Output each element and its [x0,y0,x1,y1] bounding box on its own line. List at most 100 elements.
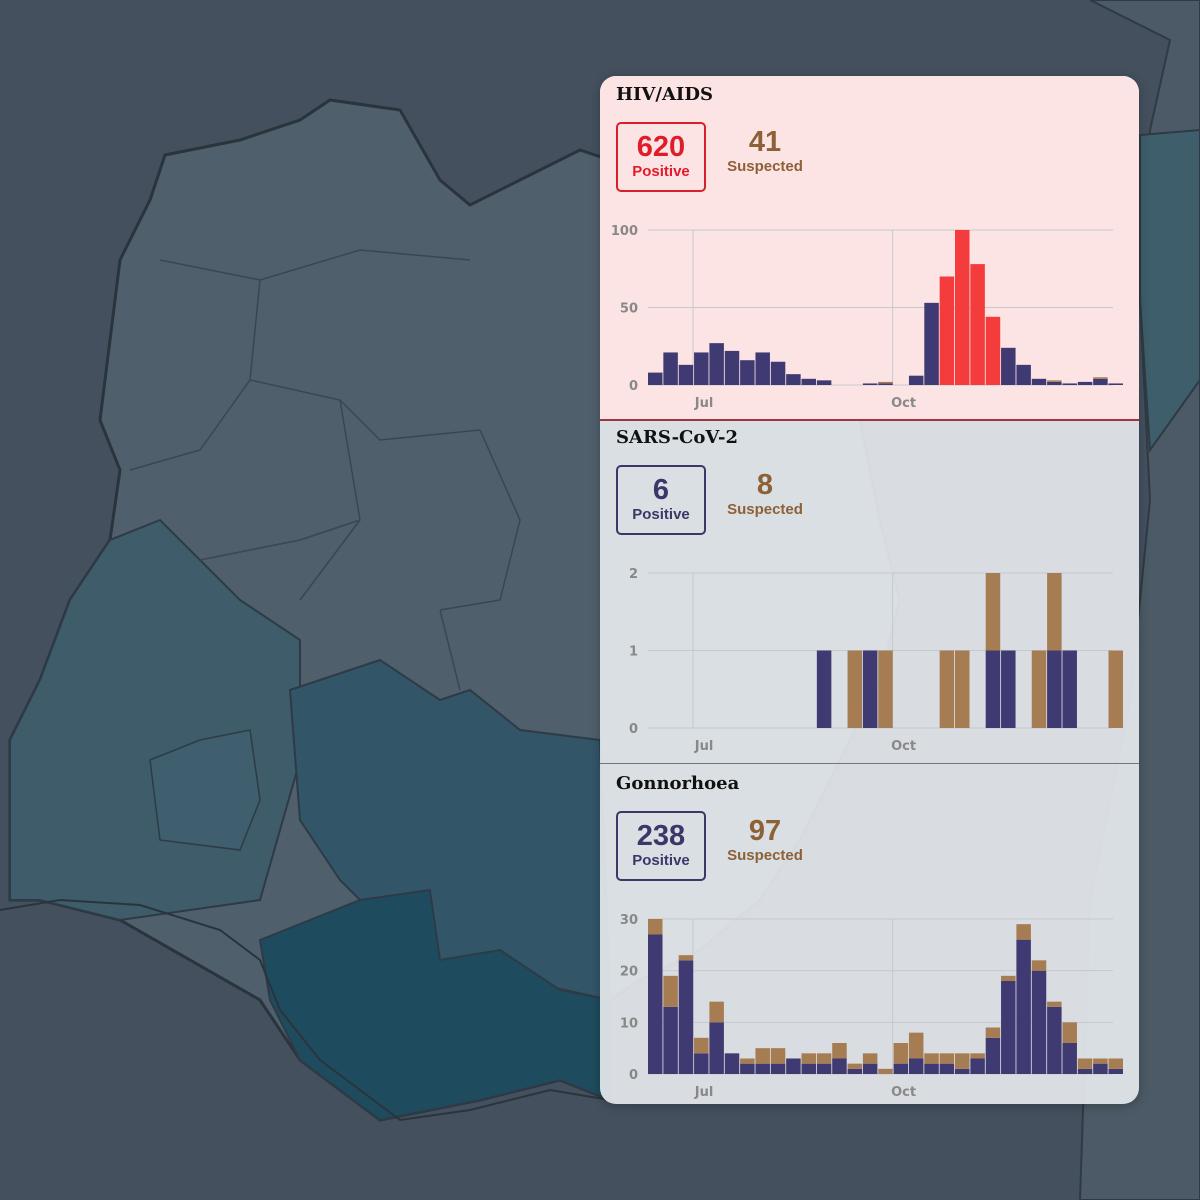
bar-suspected[interactable] [694,1037,709,1054]
bar-positive[interactable] [709,1022,724,1074]
bar-positive[interactable] [924,1063,939,1074]
bar-positive[interactable] [1093,378,1108,385]
bar-suspected[interactable] [1077,1058,1093,1069]
bar-positive[interactable] [724,350,740,385]
bar-suspected[interactable] [1093,377,1108,379]
weekly-cases-chart-hiv[interactable]: 0 50 100 Jul Oct [600,216,1139,416]
bar-suspected[interactable] [1093,1058,1108,1064]
bar-suspected[interactable] [924,1053,939,1064]
bar-positive[interactable] [847,1068,863,1074]
bar-positive[interactable] [816,380,832,385]
bar-suspected[interactable] [908,1032,924,1059]
bar-positive[interactable] [816,650,832,729]
bar-suspected[interactable] [1001,975,1016,981]
bar-suspected[interactable] [1047,1001,1062,1007]
bar-positive[interactable] [694,1053,709,1074]
positive-count-box[interactable]: 6 Positive [616,465,706,535]
bar-positive[interactable] [878,383,893,385]
bar-positive[interactable] [770,1063,786,1074]
bar-suspected[interactable] [1016,924,1031,940]
bar-suspected[interactable] [740,1058,755,1064]
bar-positive[interactable] [908,375,924,385]
bar-positive[interactable] [1001,981,1016,1074]
bar-positive[interactable] [755,1063,770,1074]
bar-positive[interactable] [1031,378,1047,385]
bar-positive[interactable] [985,1037,1001,1074]
bar-positive[interactable] [1077,1068,1093,1074]
bar-positive[interactable] [1062,650,1077,729]
bar-positive[interactable] [893,1063,909,1074]
bar-positive[interactable] [939,1063,955,1074]
bar-suspected[interactable] [755,1048,770,1064]
bar-suspected[interactable] [1047,573,1062,651]
bar-positive[interactable] [1047,381,1062,385]
bar-suspected[interactable] [847,1063,863,1069]
bar-positive[interactable] [1062,1043,1077,1074]
bar-positive[interactable] [862,650,878,729]
bar-suspected[interactable] [709,1001,724,1023]
bar-suspected[interactable] [847,650,863,729]
suspected-count-block[interactable]: 41 Suspected [720,126,810,176]
bar-suspected[interactable] [878,381,893,384]
bar-suspected[interactable] [970,1053,985,1059]
bar-positive[interactable] [1031,970,1047,1074]
bar-suspected[interactable] [801,1053,817,1064]
bar-suspected[interactable] [955,650,970,729]
bar-positive[interactable] [786,1058,801,1075]
bar-suspected[interactable] [1108,650,1124,729]
bar-positive[interactable] [663,1006,678,1074]
positive-count-box[interactable]: 620 Positive [616,122,706,192]
bar-suspected[interactable] [878,650,893,729]
bar-positive[interactable] [678,960,694,1074]
bar-positive[interactable] [862,1063,878,1074]
bar-positive[interactable] [985,650,1001,729]
bar-positive[interactable] [1047,650,1062,729]
bar-positive[interactable] [939,276,955,386]
bar-positive[interactable] [908,1058,924,1075]
bar-positive[interactable] [955,230,970,385]
bar-positive[interactable] [755,352,770,385]
bar-suspected[interactable] [939,650,955,729]
weekly-cases-chart-sars-cov-2[interactable]: 0 1 2 Jul Oct [600,559,1139,759]
suspected-count-block[interactable]: 97 Suspected [720,815,810,865]
bar-positive[interactable] [1047,1006,1062,1074]
bar-positive[interactable] [786,374,801,385]
bar-suspected[interactable] [816,1053,832,1064]
bar-positive[interactable] [970,264,985,385]
bar-positive[interactable] [1016,364,1031,385]
bar-suspected[interactable] [878,1068,893,1074]
bar-positive[interactable] [678,364,694,385]
bar-positive[interactable] [740,1063,755,1074]
bar-positive[interactable] [832,1058,847,1075]
bar-suspected[interactable] [939,1053,955,1064]
bar-suspected[interactable] [985,1027,1001,1038]
bar-positive[interactable] [801,378,817,385]
bar-positive[interactable] [924,302,939,385]
bar-positive[interactable] [1016,939,1031,1074]
bar-suspected[interactable] [893,1043,909,1064]
positive-count-box[interactable]: 238 Positive [616,811,706,881]
bar-positive[interactable] [1077,381,1093,385]
bar-positive[interactable] [648,372,663,385]
bar-positive[interactable] [740,360,755,385]
bar-positive[interactable] [694,352,709,385]
bar-suspected[interactable] [955,1053,970,1069]
bar-suspected[interactable] [1031,960,1047,971]
bar-suspected[interactable] [648,919,663,935]
bar-positive[interactable] [862,383,878,385]
bar-positive[interactable] [970,1058,985,1075]
bar-suspected[interactable] [678,955,694,961]
bar-positive[interactable] [770,361,786,385]
bar-suspected[interactable] [1108,1058,1124,1069]
bar-suspected[interactable] [1047,380,1062,382]
bar-positive[interactable] [709,343,724,385]
bar-positive[interactable] [985,316,1001,385]
suspected-count-block[interactable]: 8 Suspected [720,469,810,519]
bar-suspected[interactable] [862,1053,878,1064]
bar-suspected[interactable] [1031,650,1047,729]
bar-suspected[interactable] [663,975,678,1007]
bar-positive[interactable] [1001,650,1016,729]
bar-positive[interactable] [1108,1068,1124,1074]
bar-positive[interactable] [955,1068,970,1074]
bar-suspected[interactable] [832,1043,847,1059]
